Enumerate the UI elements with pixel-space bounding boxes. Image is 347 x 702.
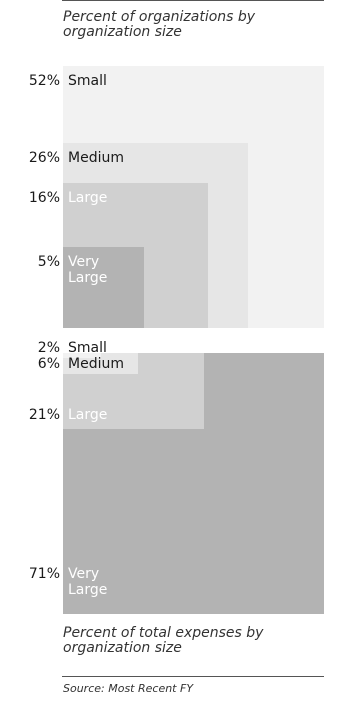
category-label-medium: Medium	[68, 150, 124, 166]
area-medium	[63, 353, 138, 374]
pct-label-small: 52%	[28, 73, 60, 89]
category-label-large: Large	[68, 190, 108, 206]
area-small	[63, 353, 101, 358]
category-label-small: Small	[68, 340, 107, 356]
source-note: Source: Most Recent FY	[63, 682, 194, 695]
top-rule	[62, 0, 324, 1]
pct-label-large: 21%	[28, 407, 60, 423]
expenses-chart: 2% Small 6% Medium 21% Large 71% Very Large	[0, 340, 347, 614]
box-very-large	[63, 247, 144, 328]
pct-label-large: 16%	[28, 190, 60, 206]
category-label-small: Small	[68, 73, 107, 89]
category-label-large: Large	[68, 407, 108, 423]
category-label-very-large: Very Large	[68, 566, 108, 598]
pct-label-medium: 6%	[37, 356, 60, 372]
pct-label-small: 2%	[37, 340, 60, 356]
category-label-very-large: Very Large	[68, 254, 108, 286]
pct-label-medium: 26%	[28, 150, 60, 166]
organizations-chart: 52% Small 26% Medium 16% Large 5% Very Large	[0, 66, 347, 328]
pct-label-very-large: 5%	[37, 254, 60, 270]
category-label-medium: Medium	[68, 356, 124, 372]
bottom-caption: Percent of total expenses by organizatio…	[63, 625, 264, 656]
pct-label-very-large: 71%	[28, 566, 60, 582]
bottom-rule	[62, 676, 324, 677]
top-caption: Percent of organizations by organization…	[63, 9, 256, 40]
